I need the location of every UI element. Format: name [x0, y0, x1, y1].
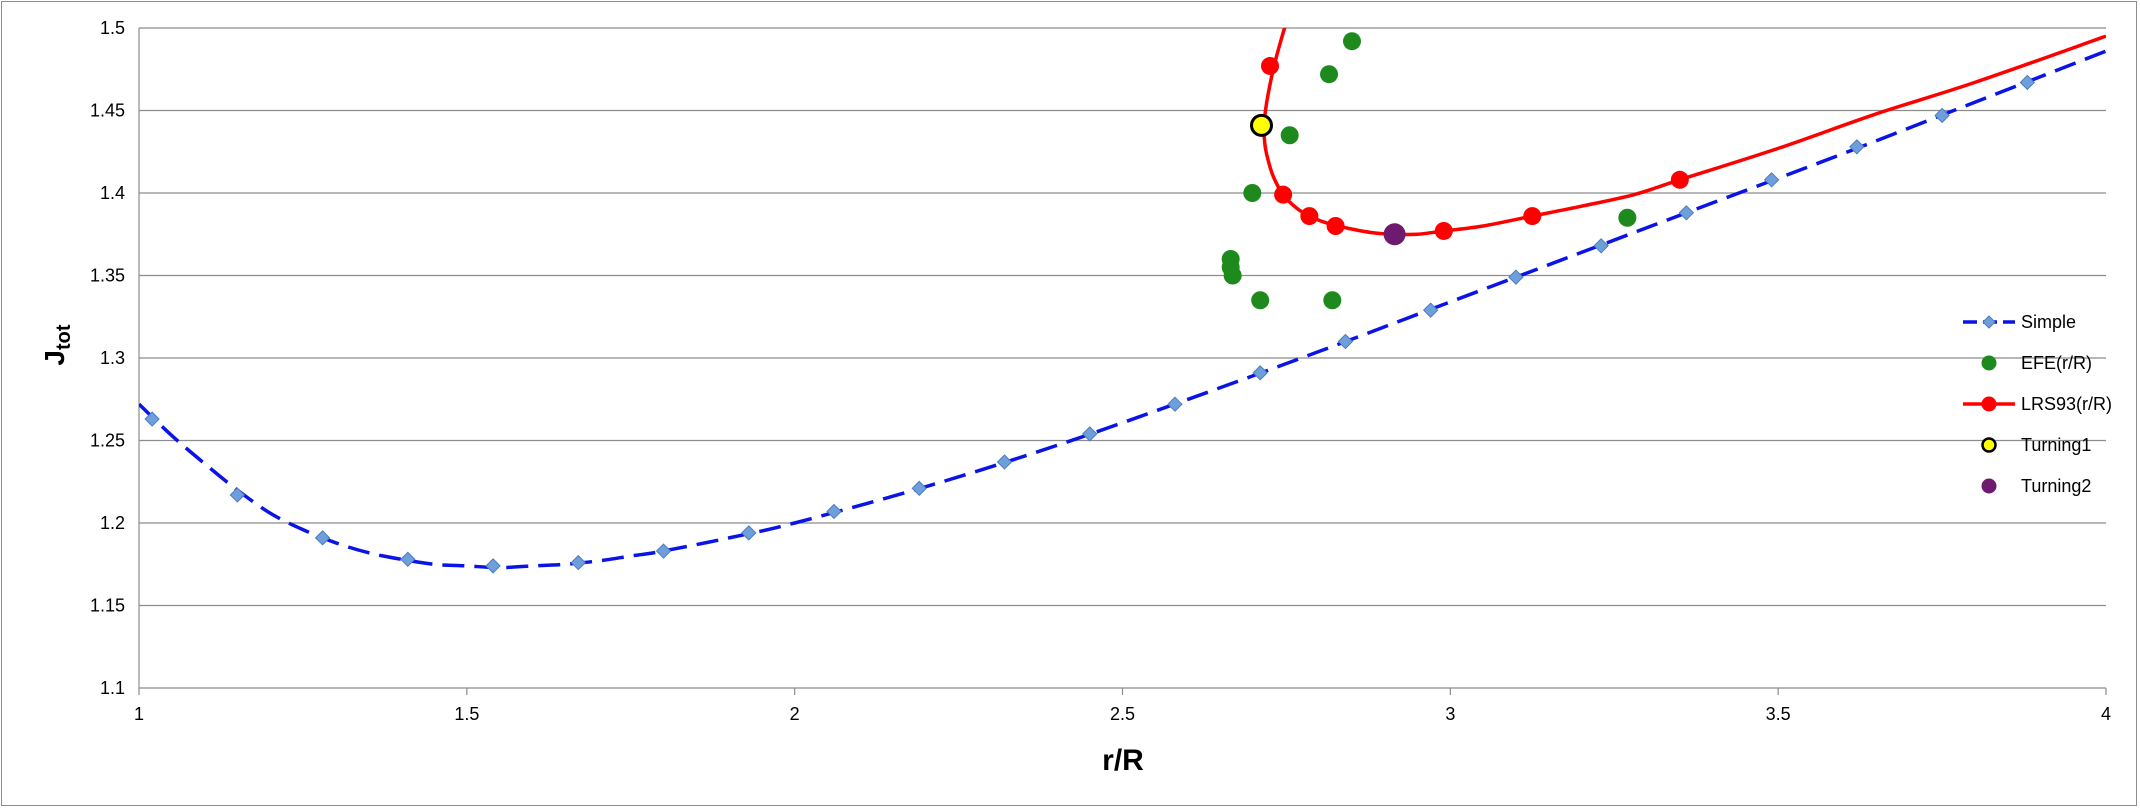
y-axis-title: Jtot — [39, 324, 75, 365]
data-point-simple — [570, 554, 587, 571]
data-point-efe-r-r — [1342, 32, 1361, 51]
legend-marker-simple — [1982, 315, 1996, 329]
legend-marker-turning1 — [1981, 437, 1997, 453]
data-point-efe-r-r — [1243, 184, 1262, 202]
y-tick-label: 1.3 — [100, 348, 125, 368]
legend-label-lrs93-r-r: LRS93(r/R) — [2021, 394, 2112, 414]
data-point-efe-r-r — [1320, 65, 1339, 84]
data-point-simple — [1252, 365, 1268, 381]
series-simple — [139, 49, 2106, 574]
data-point-simple — [741, 525, 757, 541]
data-point-simple — [911, 480, 927, 497]
x-tick-labels: 1 1.5 2 2.5 3 3.5 4 — [134, 704, 2111, 724]
data-point-lrs93-r-r — [1274, 185, 1293, 204]
data-point-lrs93-r-r — [1434, 221, 1453, 240]
y-tick-label: 1.4 — [100, 183, 125, 203]
legend-label-turning2: Turning2 — [2021, 476, 2091, 496]
y-tick-label: 1.1 — [100, 678, 125, 698]
legend-item-simple: Simple — [1963, 312, 2076, 332]
legend: Simple EFE(r/R) LRS93(r/R) Turning1 Turning2 — [1963, 312, 2112, 496]
legend-label-efe-r-r: EFE(r/R) — [2021, 353, 2092, 373]
legend-item-turning2: Turning2 — [1981, 476, 2091, 496]
x-tick-label: 2 — [790, 704, 800, 724]
gridlines — [138, 27, 2107, 695]
legend-marker-efe-r-r — [1981, 355, 1997, 371]
legend-item-turning1: Turning1 — [1981, 435, 2091, 455]
data-point-simple — [1082, 426, 1098, 442]
data-point-lrs93-r-r — [1670, 170, 1689, 189]
plot-area — [139, 28, 2106, 574]
svg-text:Jtot: Jtot — [39, 324, 75, 365]
x-tick-label: 3.5 — [1766, 704, 1791, 724]
legend-label-simple: Simple — [2021, 312, 2076, 332]
data-point-efe-r-r — [1223, 266, 1242, 285]
data-point-simple — [1337, 333, 1354, 350]
y-tick-label: 1.5 — [100, 18, 125, 38]
y-tick-label: 1.15 — [90, 596, 125, 616]
data-point-simple — [1849, 139, 1865, 155]
legend-label-turning1: Turning1 — [2021, 435, 2091, 455]
x-axis-title: r/R — [1102, 744, 1144, 777]
data-point-lrs93-r-r — [1300, 207, 1319, 226]
data-point-efe-r-r — [1323, 291, 1342, 310]
data-point-lrs93-r-r — [1523, 207, 1542, 226]
data-point-efe-r-r — [1251, 291, 1270, 310]
data-point-efe-r-r — [1280, 126, 1299, 145]
data-point-simple — [1167, 396, 1183, 412]
series-turning1 — [1250, 113, 1274, 137]
data-point-simple — [1934, 107, 1950, 124]
x-tick-label: 1 — [134, 704, 144, 724]
data-point-simple — [1508, 269, 1524, 285]
data-point-simple — [826, 503, 842, 520]
data-point-simple — [400, 551, 416, 568]
series-turning2 — [1383, 223, 1406, 246]
series-line-simple — [139, 49, 2106, 570]
data-point-lrs93-r-r — [1326, 217, 1345, 235]
legend-marker-lrs93-r-r — [1981, 396, 1997, 412]
data-point-simple — [314, 530, 331, 546]
series-efe-r-r — [1221, 32, 1637, 310]
x-tick-label: 1.5 — [454, 704, 479, 724]
x-tick-label: 3 — [1445, 704, 1455, 724]
data-point-simple — [1593, 238, 1609, 254]
legend-item-lrs93-r-r: LRS93(r/R) — [1963, 394, 2112, 414]
data-point-simple — [1678, 205, 1695, 221]
data-point-simple — [996, 454, 1013, 470]
y-axis-title-sub: tot — [53, 324, 75, 350]
data-point-lrs93-r-r — [1261, 56, 1280, 75]
x-tick-label: 2.5 — [1110, 704, 1135, 724]
series-lrs93-r-r — [1261, 28, 2106, 240]
data-point-simple — [485, 558, 501, 574]
data-point-turning2 — [1383, 223, 1406, 246]
y-tick-label: 1.45 — [90, 101, 125, 121]
data-point-simple — [144, 411, 160, 427]
x-tick-label: 4 — [2101, 704, 2111, 724]
data-point-simple — [655, 543, 672, 559]
data-point-simple — [2019, 74, 2036, 91]
legend-marker-turning2 — [1981, 478, 1997, 494]
legend-item-efe-r-r: EFE(r/R) — [1981, 353, 2092, 373]
data-point-simple — [1763, 172, 1780, 188]
y-tick-label: 1.2 — [100, 513, 125, 533]
data-point-efe-r-r — [1618, 208, 1637, 227]
y-tick-labels: 1.1 1.15 1.2 1.25 1.3 1.35 1.4 1.45 1.5 — [90, 18, 125, 698]
y-tick-label: 1.35 — [90, 266, 125, 286]
data-point-turning1 — [1250, 113, 1274, 137]
data-point-simple — [229, 487, 246, 503]
y-tick-label: 1.25 — [90, 431, 125, 451]
y-axis-title-main: J — [39, 350, 70, 366]
data-point-simple — [1422, 302, 1439, 318]
series-line-lrs93-r-r — [1262, 28, 2106, 237]
